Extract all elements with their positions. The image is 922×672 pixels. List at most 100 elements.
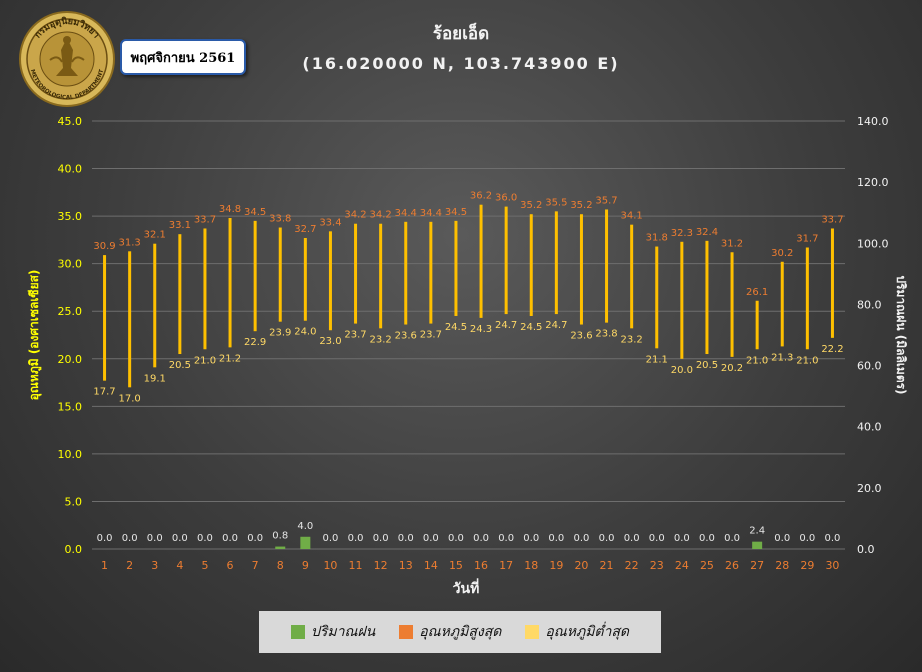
- min-temp-label: 22.2: [821, 344, 843, 355]
- x-tick-label: 3: [151, 559, 158, 572]
- legend-swatch-rain: [290, 625, 305, 639]
- data-labels: 30.9 17.7 0.0 31.3 17.0 0.0 32.1 19.1 0.0 33.1 20.…: [93, 191, 843, 544]
- rain-bar: [275, 546, 286, 549]
- temp-range-bar: [454, 220, 458, 316]
- x-tick-label: 2: [126, 559, 133, 572]
- temp-range-bar: [103, 255, 107, 381]
- temp-range-bar: [730, 252, 734, 357]
- temp-range-bar: [178, 234, 182, 355]
- max-temp-label: 36.2: [470, 191, 492, 202]
- temp-range-bar: [354, 223, 358, 324]
- temp-range-bar: [429, 221, 433, 324]
- min-temp-label: 21.0: [194, 355, 216, 366]
- x-tick-label: 24: [675, 559, 689, 572]
- min-temp-label: 21.0: [746, 355, 768, 366]
- max-temp-label: 35.2: [520, 200, 542, 211]
- temp-range-bar: [830, 228, 834, 338]
- max-temp-label: 34.8: [219, 204, 241, 215]
- left-tick-label: 20.0: [58, 353, 83, 366]
- left-tick-label: 10.0: [58, 448, 83, 461]
- max-temp-label: 33.1: [169, 220, 191, 231]
- max-temp-label: 35.5: [545, 197, 567, 208]
- rain-label: 0.0: [724, 533, 740, 544]
- min-temp-label: 22.9: [244, 337, 266, 348]
- temp-range-bar: [479, 204, 483, 318]
- rain-label: 0.0: [222, 533, 238, 544]
- x-tick-label: 23: [650, 559, 664, 572]
- x-tick-label: 28: [775, 559, 789, 572]
- temp-range-bar: [805, 247, 809, 350]
- min-temp-label: 20.5: [696, 360, 718, 371]
- temp-range-bar: [203, 228, 207, 350]
- min-temp-label: 24.7: [495, 320, 517, 331]
- x-tick-label: 15: [449, 559, 463, 572]
- temp-range-bar: [404, 221, 408, 325]
- left-tick-label: 25.0: [58, 305, 83, 318]
- rain-label: 0.0: [398, 533, 414, 544]
- max-temp-label: 34.2: [370, 210, 392, 221]
- rain-label: 0.0: [624, 533, 640, 544]
- max-temp-label: 33.8: [269, 214, 291, 225]
- max-temp-label: 35.2: [570, 200, 592, 211]
- x-axis-label: วันที่: [453, 578, 480, 597]
- rain-label: 0.0: [172, 533, 188, 544]
- min-temp-label: 21.3: [771, 352, 793, 363]
- x-tick-label: 17: [499, 559, 513, 572]
- min-temp-label: 24.3: [470, 324, 492, 335]
- max-temp-label: 34.4: [395, 208, 417, 219]
- x-tick-label: 12: [374, 559, 388, 572]
- min-temp-label: 21.2: [219, 353, 241, 364]
- legend: ปริมาณฝน อุณหภูมิสูงสุด อุณหภูมิต่ำสุด: [259, 611, 661, 653]
- left-tick-label: 5.0: [65, 495, 83, 508]
- max-temp-label: 34.5: [244, 207, 266, 218]
- chart-subtitle: (16.020000 N, 103.743900 E): [302, 54, 620, 73]
- right-axis-ticks: 0.0 20.0 40.0 60.0 80.0 100.0 120.0 140.0: [857, 115, 889, 556]
- x-tick-label: 26: [725, 559, 739, 572]
- legend-label-max: อุณหภูมิสูงสุด: [419, 624, 502, 640]
- max-temp-label: 33.7: [194, 214, 216, 225]
- chart-title: ร้อยเอ็ด: [432, 24, 490, 44]
- right-tick-label: 80.0: [857, 298, 882, 311]
- max-temp-label: 30.9: [93, 241, 115, 252]
- left-axis-ticks: 0.0 5.0 10.0 15.0 20.0 25.0 30.0 35.0 40.0 45.0: [58, 115, 83, 556]
- legend-swatch-max: [399, 625, 414, 639]
- x-tick-label: 18: [524, 559, 538, 572]
- right-axis-label: ปริมาณฝน (มิลลิเมตร): [894, 275, 908, 394]
- temp-range-bar: [579, 214, 583, 325]
- right-tick-label: 40.0: [857, 421, 882, 434]
- rain-label: 0.0: [799, 533, 815, 544]
- x-tick-label: 25: [700, 559, 714, 572]
- rain-label: 0.0: [97, 533, 113, 544]
- temp-range-bar: [303, 237, 307, 321]
- rain-label: 0.0: [322, 533, 338, 544]
- min-temp-label: 21.0: [796, 355, 818, 366]
- min-temp-label: 24.0: [294, 327, 316, 338]
- rain-label: 0.0: [824, 533, 840, 544]
- min-temp-label: 23.6: [395, 331, 417, 342]
- x-tick-label: 10: [323, 559, 337, 572]
- legend-item-min: อุณหภูมิต่ำสุด: [525, 621, 629, 643]
- x-tick-label: 11: [349, 559, 363, 572]
- x-tick-label: 22: [625, 559, 639, 572]
- rain-label: 0.0: [448, 533, 464, 544]
- min-temp-label: 23.2: [621, 334, 643, 345]
- min-temp-label: 23.6: [570, 331, 592, 342]
- rain-label: 0.0: [473, 533, 489, 544]
- max-temp-label: 31.7: [796, 233, 818, 244]
- right-tick-label: 140.0: [857, 115, 889, 128]
- x-tick-label: 4: [176, 559, 183, 572]
- temp-range-bar: [605, 209, 609, 323]
- left-tick-label: 15.0: [58, 400, 83, 413]
- rain-label: 0.0: [147, 533, 163, 544]
- min-temp-label: 24.5: [445, 322, 467, 333]
- legend-item-max: อุณหภูมิสูงสุด: [399, 621, 501, 643]
- min-temp-label: 23.7: [420, 330, 442, 341]
- x-tick-label: 13: [399, 559, 413, 572]
- temp-range-bar: [504, 206, 508, 315]
- temp-range-bar: [655, 246, 659, 349]
- temp-range-bar: [253, 220, 257, 332]
- min-temp-label: 17.0: [119, 393, 141, 404]
- max-temp-label: 32.4: [696, 227, 718, 238]
- max-temp-label: 34.1: [621, 211, 643, 222]
